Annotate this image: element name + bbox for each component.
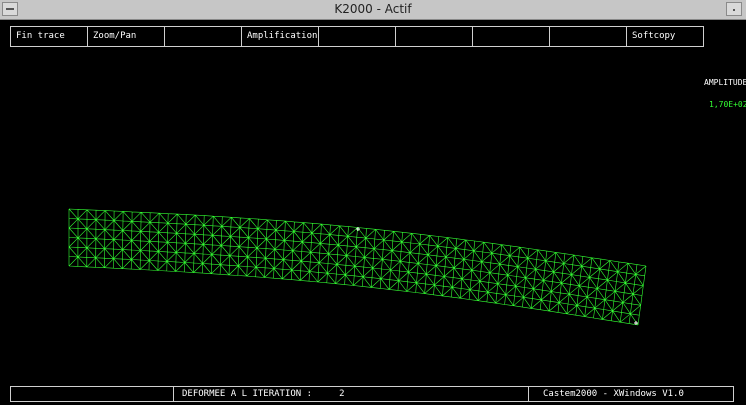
deformation-label: DEFORMEE A L ITERATION : [182, 389, 313, 399]
status-deformation: DEFORMEE A L ITERATION : 2 [174, 387, 529, 401]
amplitude-value: 1,70E+02 [709, 100, 746, 109]
node-markers [356, 227, 638, 325]
toolbar-empty-button-1[interactable] [165, 27, 242, 46]
node-marker [356, 227, 360, 231]
minimize-button[interactable] [726, 2, 742, 16]
toolbar-empty-button-4[interactable] [473, 27, 550, 46]
status-cell-empty [11, 387, 174, 401]
mesh-lines [68, 208, 647, 326]
fin-trace-button[interactable]: Fin trace [11, 27, 88, 46]
status-bar: DEFORMEE A L ITERATION : 2 Castem2000 - … [10, 386, 734, 402]
zoom-pan-button[interactable]: Zoom/Pan [88, 27, 165, 46]
title-bar[interactable]: K2000 - Actif [0, 0, 746, 20]
app-version: Castem2000 - XWindows V1.0 [543, 389, 684, 399]
window-menu-button[interactable] [2, 2, 18, 16]
iteration-number: 2 [339, 389, 345, 399]
node-marker [634, 321, 638, 325]
toolbar-empty-button-2[interactable] [319, 27, 396, 46]
graphics-canvas[interactable] [0, 48, 746, 384]
toolbar-empty-button-3[interactable] [396, 27, 473, 46]
toolbar: Fin trace Zoom/Pan Amplification Softcop… [10, 26, 704, 47]
window-title: K2000 - Actif [334, 2, 412, 16]
deformed-mesh [68, 208, 647, 326]
toolbar-empty-button-5[interactable] [550, 27, 627, 46]
amplification-button[interactable]: Amplification [242, 27, 319, 46]
amplitude-label: AMPLITUDE [704, 78, 746, 87]
softcopy-button[interactable]: Softcopy [632, 31, 676, 41]
